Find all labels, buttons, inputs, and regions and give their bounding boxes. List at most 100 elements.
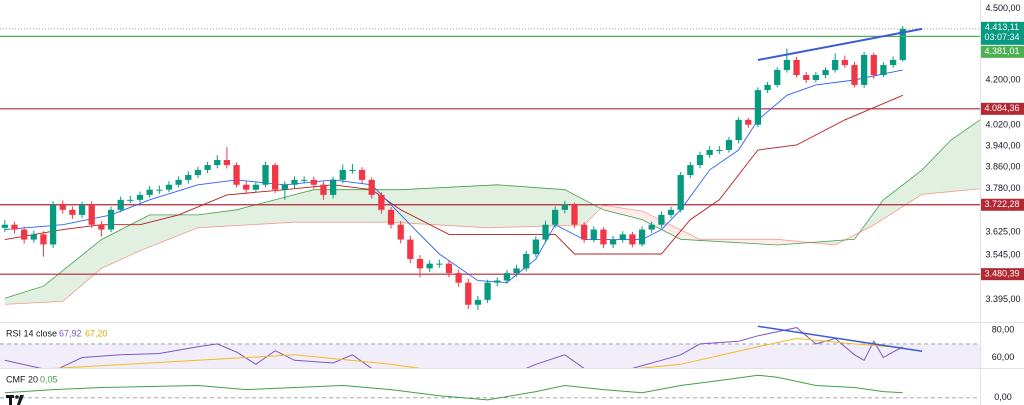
candle-body [716, 149, 723, 151]
cloud-fill [733, 239, 739, 243]
cloud-fill [352, 189, 358, 223]
cloud-fill [487, 185, 493, 228]
candle-body [803, 75, 810, 80]
cmf-value: 0,05 [40, 374, 58, 384]
candle-body [272, 165, 279, 190]
candle-body [812, 75, 819, 80]
candle-body [30, 234, 37, 240]
cloud-fill [28, 289, 34, 304]
candle-body [658, 214, 665, 225]
cloud-fill [666, 222, 672, 235]
trendline [757, 27, 923, 61]
cloud-fill [410, 188, 416, 224]
cmf-title: CMF 20 [6, 374, 38, 384]
candle-body [185, 175, 192, 180]
logo [6, 395, 24, 405]
indicator-line [4, 327, 904, 368]
cloud-fill [506, 185, 512, 228]
candle-body [532, 239, 539, 255]
candle-body [783, 60, 791, 70]
candle-body [523, 254, 530, 269]
cloud-fill [14, 293, 20, 304]
cloud-fill [613, 206, 618, 214]
cloud-fill [72, 258, 78, 294]
cloud-fill [477, 185, 483, 228]
y-tick-label: 3.780,00 [985, 183, 1020, 193]
candle-body [252, 184, 259, 190]
cloud-fill [173, 214, 179, 238]
cloud-fill [608, 206, 614, 213]
candle-body [889, 60, 897, 66]
cloud-fill [280, 197, 285, 224]
cloud-fill [825, 241, 831, 245]
cloud-fill [337, 189, 343, 223]
cloud-fill [883, 196, 889, 219]
candle-body [465, 282, 472, 305]
cloud-fill [535, 187, 541, 227]
y-tick-label: 4.020,00 [985, 120, 1020, 130]
candle-body [474, 299, 482, 305]
candle-body [725, 139, 733, 150]
cloud-fill [868, 212, 874, 228]
candle-body [243, 184, 250, 190]
price-tag-label: 4.413,11 [985, 22, 1019, 32]
cloud-fill [724, 239, 729, 243]
candle-body [127, 199, 134, 201]
cloud-fill [762, 239, 768, 245]
cloud-fill [424, 188, 430, 225]
cloud-fill [748, 239, 754, 244]
cloud-fill [19, 292, 25, 304]
cloud-fill [540, 187, 546, 227]
cloud-fill [91, 243, 97, 277]
level-tag-label: 3.480,39 [984, 269, 1019, 279]
candle-body [49, 204, 57, 245]
candle-body [291, 179, 298, 185]
rsi-band [0, 343, 980, 368]
candle-body [677, 175, 684, 210]
cloud-fill [502, 185, 507, 228]
cloud-fill [284, 195, 290, 223]
cloud-fill [593, 204, 599, 216]
cloud-fill [212, 212, 218, 227]
cloud-fill [270, 199, 276, 224]
price-axis: 4.500,00 4.200,00 4.020,00 3.940,00 3.860,00… [981, 3, 1024, 402]
cloud-fill [251, 204, 256, 225]
cloud-fill [144, 214, 150, 249]
cloud-fill [33, 287, 39, 303]
candle-body [21, 229, 28, 240]
price-pane [0, 26, 980, 310]
cloud-fill [516, 186, 522, 227]
cloud-fill [955, 133, 961, 192]
cloud-fill [125, 224, 131, 258]
cloud-fill [680, 229, 686, 240]
cloud-fill [777, 239, 783, 246]
cloud-fill [453, 186, 459, 227]
cloud-fill [782, 239, 787, 245]
rsi-title: RSI 14 close [6, 328, 57, 338]
cloud-fill [434, 187, 440, 226]
cloud-fill [357, 189, 363, 223]
y-tick-label: 3.860,00 [985, 162, 1020, 172]
cloud-fill [757, 239, 763, 245]
candle-body [436, 263, 443, 265]
candle-body [233, 165, 240, 185]
candle-body [320, 184, 327, 195]
cloud-fill [159, 214, 165, 244]
cloud-fill [115, 229, 121, 262]
cloud-fill [622, 208, 628, 216]
candle-body [851, 65, 858, 85]
y-tick-label: 60,00 [992, 352, 1015, 362]
candle-body [822, 69, 829, 76]
y-tick-label: 4.500,00 [985, 3, 1020, 13]
cloud-fill [82, 251, 87, 285]
cloud-fill [931, 154, 937, 194]
candle-body [387, 209, 395, 225]
cloud-fill [246, 206, 252, 226]
candle-body [455, 273, 462, 283]
cloud-fill [371, 189, 377, 223]
cloud-fill [111, 232, 116, 264]
cloud-fill [149, 214, 155, 247]
cloud-fill [907, 177, 913, 204]
candle-body [667, 209, 675, 215]
cloud-fill [236, 208, 242, 226]
